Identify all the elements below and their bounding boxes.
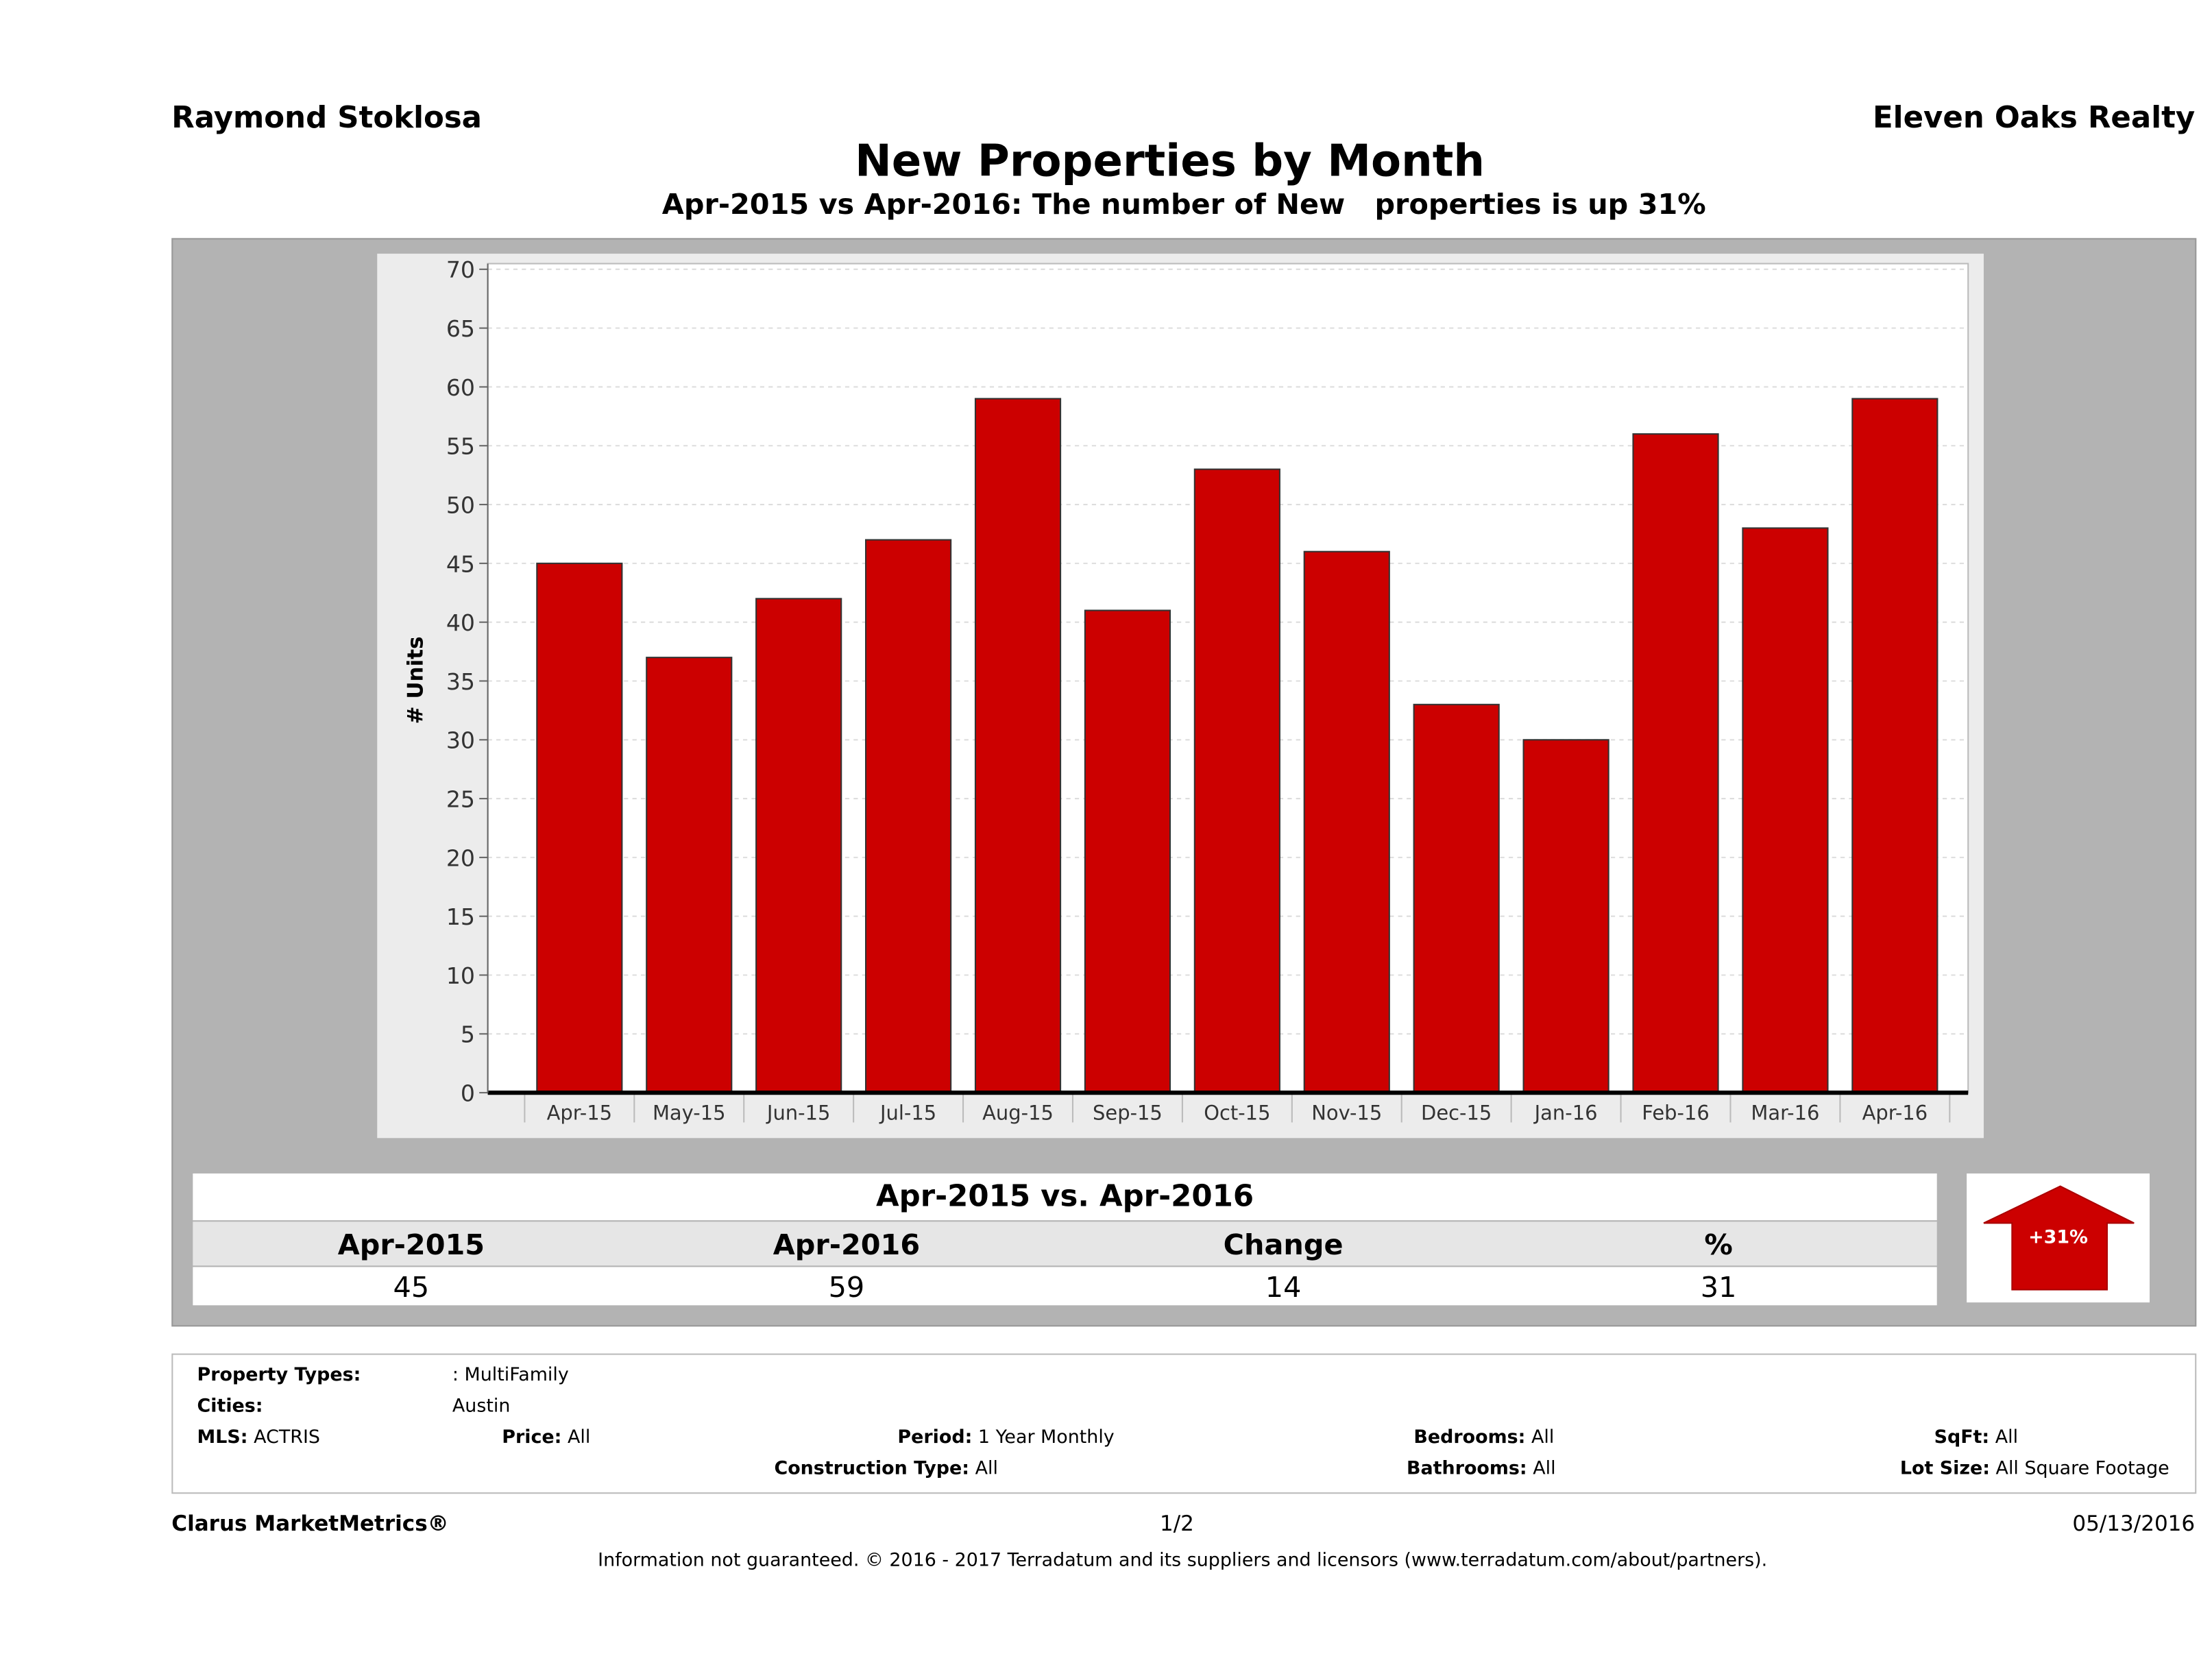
y-tick-label: 50	[446, 491, 475, 518]
y-tick-label: 35	[446, 668, 475, 695]
badge-text: +31%	[2028, 1227, 2089, 1249]
filter-label: SqFt:	[1934, 1427, 1990, 1449]
filter-value: All	[567, 1427, 591, 1449]
filter-value: ACTRIS	[254, 1427, 320, 1449]
page-title: New Properties by Month	[855, 136, 1485, 187]
x-tick-label: May-15	[653, 1101, 726, 1124]
x-tick-label: Oct-15	[1204, 1101, 1270, 1124]
value-apr-2015: 45	[393, 1269, 430, 1304]
filter-label: Property Types:	[197, 1365, 361, 1387]
filter-value: Austin	[452, 1396, 511, 1418]
x-tick-label: Dec-15	[1421, 1101, 1492, 1124]
bar-aug-15	[974, 398, 1062, 1094]
page-subtitle: Apr-2015 vs Apr-2016: The number of New …	[661, 186, 1706, 221]
x-tick-label: Jul-15	[879, 1101, 936, 1124]
bar-apr-16	[1851, 398, 1938, 1094]
x-tick-label: Jun-15	[766, 1101, 831, 1124]
change-badge: +31%	[1967, 1173, 2150, 1303]
y-tick-label: 5	[461, 1021, 475, 1048]
filter-label: Lot Size:	[1899, 1458, 1990, 1480]
up-arrow-icon	[1983, 1185, 2135, 1291]
value-percent: 31	[1700, 1269, 1737, 1304]
filter-label: Cities:	[197, 1396, 263, 1418]
x-tick-label: Nov-15	[1311, 1101, 1382, 1124]
disclaimer: Information not guaranteed. © 2016 - 201…	[598, 1550, 1768, 1572]
summary-title: Apr-2015 vs. Apr-2016	[875, 1179, 1254, 1213]
bar-dec-15	[1413, 703, 1500, 1094]
y-tick-label: 70	[446, 256, 475, 283]
bar-nov-15	[1303, 550, 1390, 1094]
value-change: 14	[1265, 1269, 1302, 1304]
y-tick-label: 25	[446, 786, 475, 813]
filters-box	[171, 1353, 2197, 1494]
y-tick-label: 45	[446, 550, 475, 577]
y-tick-label: 15	[446, 903, 475, 930]
filter-label: MLS:	[197, 1427, 248, 1449]
bar-apr-15	[536, 562, 623, 1094]
y-tick-label: 65	[446, 315, 475, 342]
filter-value: All	[1995, 1427, 2019, 1449]
header-percent: %	[1704, 1227, 1733, 1262]
filter-value: 1 Year Monthly	[977, 1427, 1115, 1449]
y-tick-label: 30	[446, 727, 475, 754]
y-tick-label: 60	[446, 374, 475, 401]
bar-feb-16	[1632, 433, 1719, 1094]
filter-value: All	[975, 1458, 998, 1480]
bar-may-15	[646, 657, 733, 1094]
filter-value: All	[1531, 1427, 1555, 1449]
filter-value: All Square Footage	[1995, 1458, 2170, 1480]
y-tick-label: 0	[461, 1080, 475, 1107]
filter-label: Period:	[897, 1427, 973, 1449]
x-tick-label: Sep-15	[1093, 1101, 1163, 1124]
filter-label: Price:	[502, 1427, 562, 1449]
value-apr-2016: 59	[828, 1269, 865, 1304]
x-tick-label: Aug-15	[982, 1101, 1054, 1124]
header-apr-2016: Apr-2016	[773, 1227, 921, 1262]
filter-value: All	[1533, 1458, 1556, 1480]
brokerage-name: Eleven Oaks Realty	[1873, 100, 2196, 135]
bar-jul-15	[865, 539, 952, 1094]
bar-jun-15	[755, 598, 842, 1094]
y-axis-label: # Units	[403, 636, 428, 724]
agent-name: Raymond Stoklosa	[171, 100, 483, 135]
filter-label: Bedrooms:	[1413, 1427, 1526, 1449]
x-tick-label: Jan-16	[1533, 1101, 1598, 1124]
x-tick-label: Feb-16	[1642, 1101, 1710, 1124]
filter-value: : MultiFamily	[452, 1365, 569, 1387]
bar-chart: 0 5 10 15 20 25 30 35 40 45 50 55 60 65 70 Apr-15 May-15…	[403, 256, 1969, 1124]
page-number: 1/2	[1159, 1511, 1194, 1537]
y-tick-label: 10	[446, 962, 475, 989]
bar-oct-15	[1193, 468, 1280, 1094]
x-tick-label: Apr-15	[547, 1101, 613, 1124]
header-apr-2015: Apr-2015	[337, 1227, 485, 1262]
y-tick-label: 20	[446, 844, 475, 871]
filter-label: Bathrooms:	[1407, 1458, 1527, 1480]
y-tick-label: 55	[446, 433, 475, 460]
report-date: 05/13/2016	[2072, 1511, 2196, 1537]
y-tick-label: 40	[446, 609, 475, 636]
bar-mar-16	[1742, 527, 1829, 1094]
x-tick-label: Apr-16	[1862, 1101, 1928, 1124]
bar-jan-16	[1522, 739, 1609, 1094]
header-change: Change	[1223, 1227, 1344, 1262]
filter-label: Construction Type:	[774, 1458, 970, 1480]
footer-brand: Clarus MarketMetrics®	[171, 1511, 449, 1537]
x-tick-label: Mar-16	[1751, 1101, 1819, 1124]
bar-sep-15	[1084, 609, 1171, 1094]
